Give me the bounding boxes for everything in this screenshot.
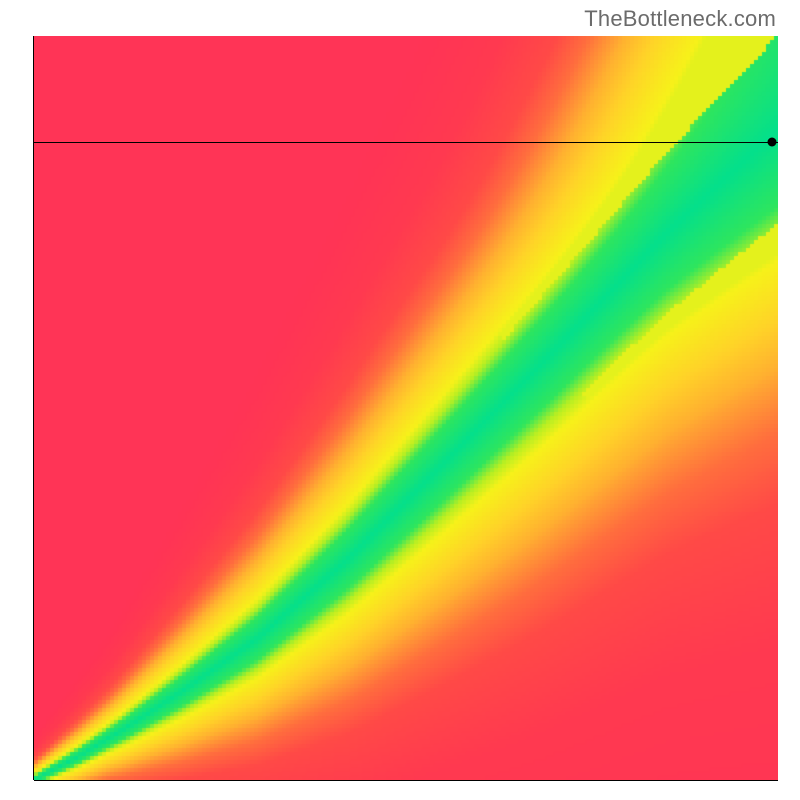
heatmap-canvas: [34, 36, 778, 780]
watermark: TheBottleneck.com: [584, 6, 776, 32]
x-axis: [34, 780, 778, 781]
y-axis: [33, 36, 34, 780]
data-point: [768, 138, 777, 147]
heatmap-plot: [34, 36, 778, 780]
reference-line: [34, 142, 778, 143]
